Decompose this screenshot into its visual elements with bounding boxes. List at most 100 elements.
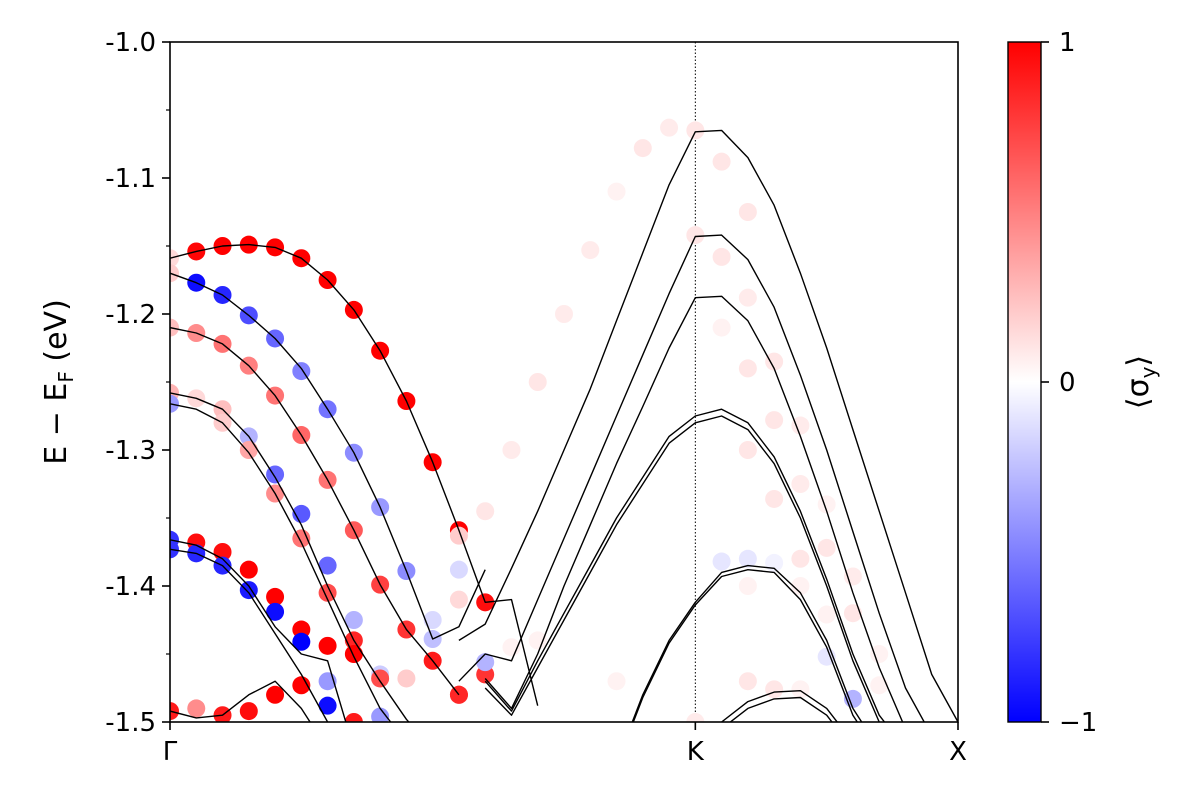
band-line [458,129,958,722]
spin-point [817,605,836,624]
spin-point [738,577,757,595]
spin-point [170,540,179,559]
spin-point [239,560,258,579]
band-line [170,272,486,640]
spin-point [170,249,179,268]
band-line [170,403,392,722]
y-tick-label: -1.2 [105,300,156,330]
colorbar-ticks: 1 0 −1 [1041,28,1097,738]
y-tick-label: -1.3 [105,436,156,466]
spin-point [371,707,390,722]
band-line [729,696,833,722]
spin-point [870,645,889,663]
spin-point [423,611,442,629]
spin-point [581,241,600,260]
y-tick-label: -1.1 [105,164,156,194]
spin-point [765,352,784,371]
spin-point [397,669,416,688]
colorbar-title: ⟨σy⟩ [1121,355,1160,409]
spin-point [791,416,810,435]
spin-point [239,441,258,459]
band-line [170,548,329,722]
spin-point [449,590,468,609]
spin-point [870,676,889,695]
band-line [353,721,355,722]
spin-point [738,288,757,307]
band-line [484,295,904,722]
spin-point [607,672,626,691]
colorbar: 1 0 −1 ⟨σy⟩ [1007,28,1160,738]
spin-point [213,706,232,722]
spin-point [633,139,652,158]
spin-point [266,602,285,621]
band-line [170,326,460,696]
spin-point [738,359,757,378]
spin-point [318,556,337,575]
spin-point [344,645,363,663]
colorbar-tick-label: 0 [1059,368,1076,398]
spin-point [344,713,363,722]
spin-point [266,587,285,606]
spin-point [791,577,810,595]
spin-point [449,685,468,704]
band-line [631,564,863,722]
spin-point [292,632,311,651]
x-tick-label: K [687,737,705,767]
spin-point [239,702,258,721]
spin-point [449,560,468,579]
spin-point [686,713,705,722]
spin-point [686,121,705,140]
colorbar-tick-label: −1 [1059,708,1097,738]
spin-point [843,604,862,623]
spin-point [686,226,705,245]
spin-point [817,538,836,557]
y-axis-title: E − EF (eV) [39,299,78,465]
spin-point [170,394,179,413]
spin-point [843,567,862,586]
colorbar-tick-label: 1 [1059,28,1076,58]
spin-point [765,489,784,508]
spin-point [791,549,810,568]
band-lines [170,129,958,722]
plot-area [169,41,959,723]
spin-point [318,696,337,715]
spin-point [738,672,757,691]
spin-point [344,611,363,629]
spin-point [239,581,258,600]
spin-point [528,631,547,650]
x-tick-label: Γ [163,737,178,767]
spin-point [712,318,731,337]
spin-point [738,203,757,221]
spin-point [712,247,731,266]
spin-point [765,411,784,430]
spin-point [318,636,337,655]
band-line [632,569,859,722]
band-line [170,539,347,722]
band-line [721,690,839,722]
spin-point [528,373,547,391]
spin-point [170,264,179,283]
spin-point [738,441,757,459]
band-line [170,680,311,722]
spin-point [170,702,179,721]
y-axis: -1.0 -1.1 -1.2 -1.3 -1.4 -1.5 [105,28,170,738]
spin-point [449,526,468,545]
spin-point [712,552,731,571]
y-tick-label: -1.5 [105,708,156,738]
spin-point [660,118,679,137]
spin-point [738,549,757,568]
spin-point [502,441,521,459]
band-line [170,721,173,722]
spin-point [712,152,731,171]
spin-texture-points [170,118,889,722]
spin-point [292,676,311,695]
spin-point [187,699,206,718]
spin-point [266,685,285,704]
colorbar-gradient [1007,41,1042,723]
spin-point [555,305,573,323]
spin-point [292,504,311,523]
spin-point [607,182,626,201]
band-line [484,408,886,722]
